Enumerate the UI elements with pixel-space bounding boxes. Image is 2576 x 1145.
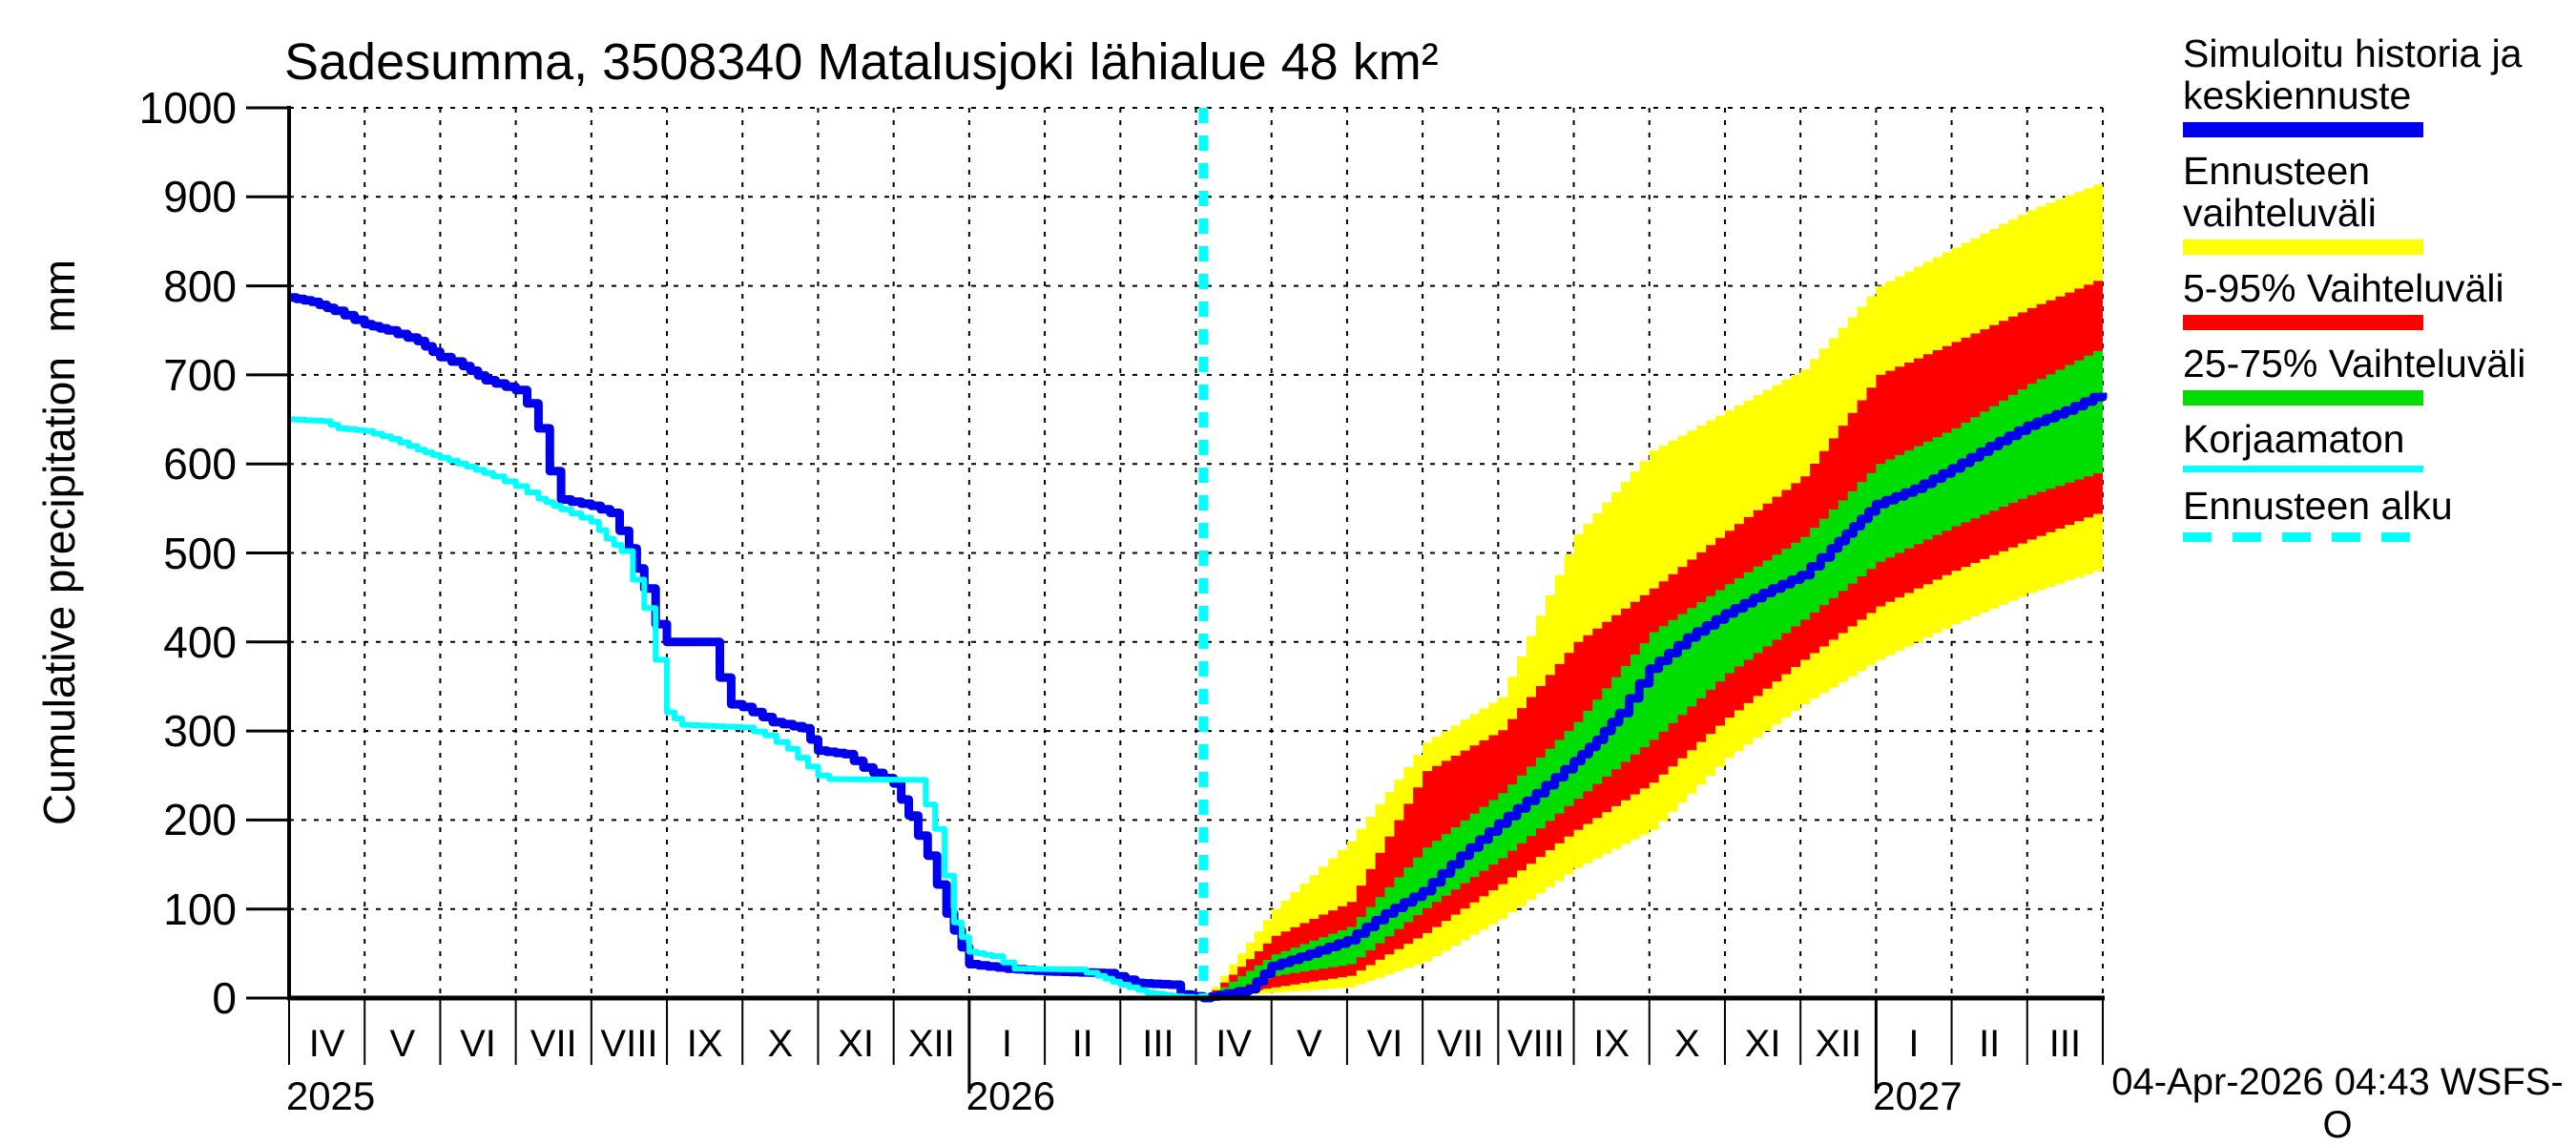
axes (246, 106, 2105, 1093)
gridlines (289, 107, 2104, 998)
legend-item: Ennusteen alku (2183, 485, 2568, 542)
x-year-label: 2027 (1873, 1073, 1963, 1118)
x-month-label: III (2048, 1023, 2082, 1065)
legend-label: Ennusteen alku (2183, 484, 2453, 528)
y-tick-label: 800 (163, 260, 237, 311)
x-year-label: 2025 (285, 1073, 376, 1118)
x-month-label: IX (1593, 1023, 1631, 1065)
x-month-label: X (767, 1023, 794, 1065)
legend-label: 25-75% Vaihteluväli (2183, 342, 2526, 385)
x-month-label: XI (838, 1023, 874, 1065)
legend: Simuloitu historia ja keskiennuste Ennuste… (2183, 32, 2568, 554)
legend-item: 25-75% Vaihteluväli (2183, 343, 2568, 406)
uncorrected-line (289, 416, 1207, 1001)
y-tick-label: 0 (212, 973, 237, 1023)
x-month-label: VIII (1506, 1023, 1565, 1065)
legend-item: Ennusteen vaihteluväli (2183, 150, 2568, 255)
x-month-label: I (1001, 1023, 1013, 1065)
legend-swatch (2183, 390, 2423, 406)
legend-label: 5-95% Vaihteluväli (2183, 266, 2504, 310)
x-month-label: IV (308, 1023, 345, 1065)
legend-swatch (2183, 466, 2423, 472)
legend-swatch (2183, 122, 2423, 137)
x-month-label: XII (1815, 1023, 1862, 1065)
page-title: Sadesumma, 3508340 Matalusjoki lähialue … (284, 33, 1439, 91)
y-axis-label: Cumulative precipitation mm (34, 259, 84, 825)
x-month-label: I (1908, 1023, 1920, 1065)
y-tick-label: 500 (163, 528, 237, 578)
x-month-label: II (1071, 1023, 1093, 1065)
legend-item: Korjaamaton (2183, 418, 2568, 472)
legend-swatch (2183, 239, 2423, 255)
x-month-label: V (1296, 1023, 1322, 1065)
x-month-label: II (1979, 1023, 2001, 1065)
y-tick-label: 400 (163, 616, 237, 667)
y-tick-label: 300 (163, 706, 237, 757)
legend-swatch (2183, 532, 2423, 542)
x-month-label: VII (1437, 1023, 1485, 1065)
legend-label: Korjaamaton (2183, 417, 2405, 461)
x-month-label: VIII (600, 1023, 658, 1065)
x-year-label: 2026 (966, 1073, 1056, 1118)
x-month-label: XI (1744, 1023, 1781, 1065)
x-month-label: IX (686, 1023, 723, 1065)
x-month-label: X (1674, 1023, 1700, 1065)
legend-label: Ennusteen vaihteluväli (2183, 149, 2377, 235)
x-month-label: VI (1366, 1023, 1403, 1065)
legend-item: Simuloitu historia ja keskiennuste (2183, 32, 2568, 137)
x-month-label: III (1142, 1023, 1174, 1065)
y-tick-label: 200 (163, 795, 237, 845)
timestamp: 04-Apr-2026 04:43 WSFS-O (2111, 1061, 2564, 1145)
x-month-label: VI (460, 1023, 496, 1065)
legend-swatch (2183, 315, 2423, 330)
y-tick-label: 1000 (138, 83, 237, 133)
x-month-label: XII (907, 1023, 955, 1065)
y-tick-label: 900 (163, 172, 237, 222)
y-tick-label: 600 (163, 439, 237, 489)
x-month-label: IV (1215, 1023, 1252, 1065)
x-month-label: VII (530, 1023, 577, 1065)
x-month-label: V (389, 1023, 416, 1065)
legend-label: keskiennuste (2183, 73, 2412, 117)
y-tick-label: 700 (163, 349, 237, 400)
y-tick-label: 100 (163, 884, 237, 934)
legend-item: 5-95% Vaihteluväli (2183, 267, 2568, 330)
legend-label: Simuloitu historia ja (2183, 31, 2523, 75)
